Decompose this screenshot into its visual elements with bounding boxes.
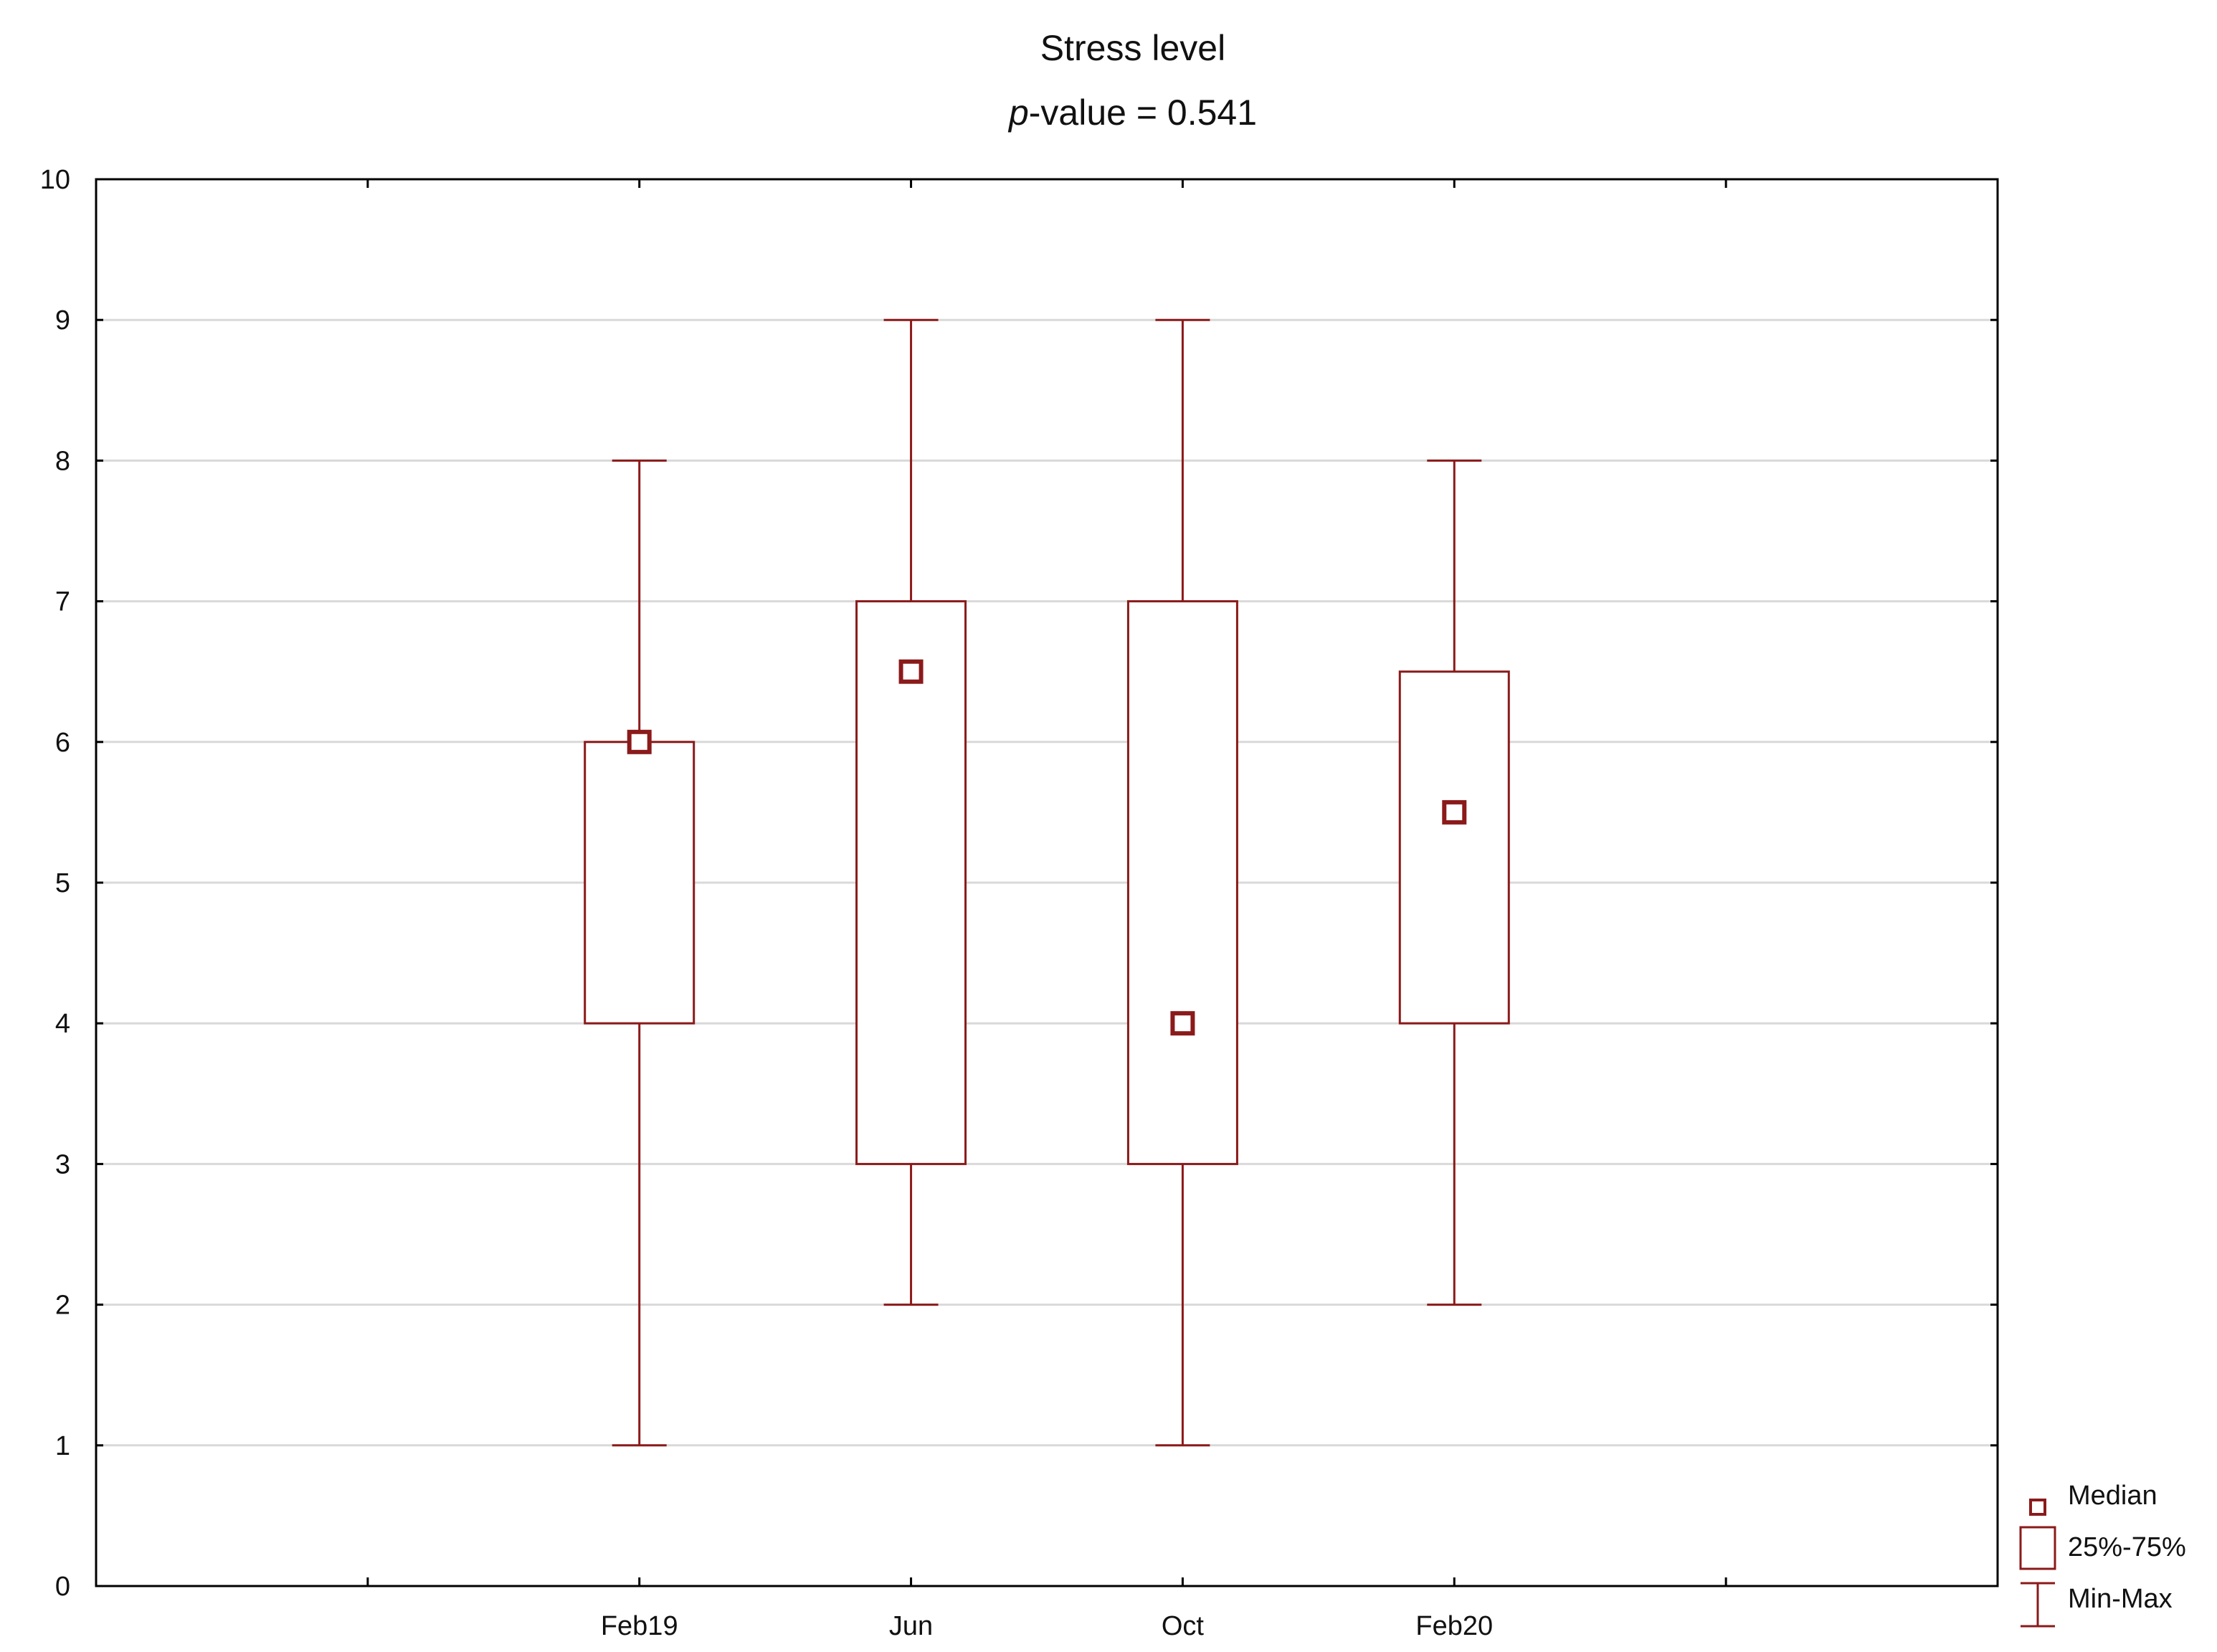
- subtitle-rest: -value = 0.541: [1029, 92, 1257, 133]
- y-tick-label-8: 8: [55, 446, 70, 476]
- y-tick-label-5: 5: [55, 868, 70, 898]
- chart-title: Stress level: [1040, 28, 1225, 68]
- legend-median-icon: [2029, 1499, 2046, 1516]
- legend-label-median-square: Median: [2068, 1481, 2157, 1511]
- y-tick-label-10: 10: [40, 165, 70, 195]
- y-tick-label-1: 1: [55, 1431, 70, 1461]
- y-tick-label-0: 0: [55, 1572, 70, 1602]
- boxes: [584, 318, 1510, 1447]
- y-tick-label-4: 4: [55, 1009, 70, 1039]
- subtitle-italic-part: p: [1007, 92, 1029, 133]
- median-marker-feb19: [627, 729, 652, 754]
- x-tick-label-jun: Jun: [889, 1611, 933, 1641]
- iqr-box-oct: [1126, 600, 1238, 1165]
- y-tick-label-3: 3: [55, 1149, 70, 1179]
- legend: Median 25%-75% Min-Max: [2019, 1481, 2186, 1628]
- legend-label-whisker: Min-Max: [2068, 1584, 2173, 1614]
- y-tick-label-6: 6: [55, 728, 70, 758]
- chart-subtitle: p-value = 0.541: [1007, 92, 1257, 133]
- x-tick-label-oct: Oct: [1162, 1611, 1205, 1641]
- x-tick-label-feb19: Feb19: [601, 1611, 678, 1641]
- gridlines: [96, 318, 1998, 1447]
- y-tick-label-9: 9: [55, 305, 70, 336]
- x-tick-label-feb20: Feb20: [1415, 1611, 1493, 1641]
- legend-label-box: 25%-75%: [2068, 1532, 2186, 1562]
- median-marker-feb20: [1442, 799, 1467, 825]
- plot-frame: [95, 178, 1999, 1587]
- iqr-box-jun: [855, 600, 967, 1165]
- iqr-box-feb20: [1398, 670, 1510, 1025]
- y-tick-label-7: 7: [55, 587, 70, 617]
- median-marker-jun: [898, 659, 924, 684]
- iqr-box-feb19: [584, 741, 696, 1025]
- y-tick-label-2: 2: [55, 1291, 70, 1321]
- axes: 0 1 2 3 4 5 6 7 8 9 10 Feb19 Jun Oct Feb20: [40, 165, 1999, 1641]
- median-marker-oct: [1170, 1011, 1195, 1036]
- legend-box-icon: [2019, 1526, 2056, 1570]
